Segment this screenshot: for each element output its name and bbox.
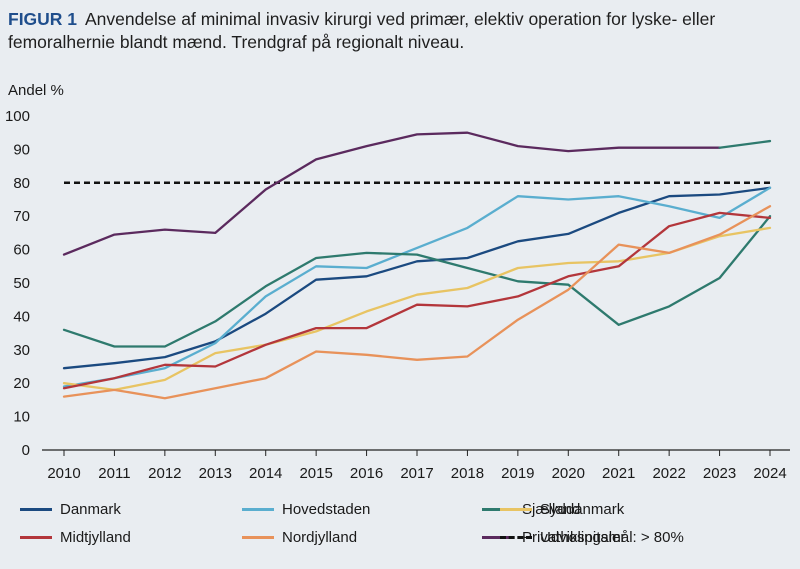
series-line-syddanmark [62,226,772,392]
figure-label: FIGUR 1 [8,9,78,29]
series-line-danmark [62,186,772,370]
legend-label: Nordjylland [282,528,358,546]
legend-label: Sjælland [522,500,581,518]
legend-item: Midtjylland [20,526,131,548]
legend-item: Sjælland [482,498,580,520]
x-tick-label: 2018 [451,465,484,482]
legend-label: Udviklingsmål: > 80% [540,528,684,546]
legend-swatch [242,507,274,511]
legend-label: Privathospitaler [522,528,626,546]
y-tick-label: 60 [13,242,30,259]
legend-item: Hovedstaden [242,498,370,520]
x-tick-label: 2015 [299,465,332,482]
y-tick-label: 0 [22,442,30,459]
series-line-midtjylland [62,211,772,390]
legend-label: Danmark [60,500,121,518]
legend-swatch [482,535,514,539]
legend-item: Nordjylland [242,526,357,548]
line-chart: 0 10 20 30 40 50 60 70 80 90 100 2010 2011 2012 2013 20… [5,108,790,482]
series-line-privathospitaler [62,131,721,256]
y-tick-label: 20 [13,375,30,392]
figure-title: FIGUR 1 Anvendelse af minimal invasiv ki… [8,8,788,54]
y-tick-label: 80 [13,175,30,192]
x-tick-label: 2014 [249,465,282,482]
legend-label: Syddanmark [540,500,625,518]
legend-item: Udviklingsmål: > 80% [500,526,684,548]
legend-label: Midtjylland [60,528,131,546]
x-tick-label: 2023 [703,465,736,482]
x-tick-label: 2012 [148,465,181,482]
series-line-hovedstaden [62,186,772,388]
x-tick-label: 2024 [753,465,786,482]
legend-swatch [500,507,532,511]
legend-swatch [20,535,52,539]
y-tick-label: 40 [13,308,30,325]
y-tick-label: 100 [5,108,30,125]
chart-legend: Danmark Hovedstaden Sjælland Syddanmark Midt… [20,498,790,558]
y-axis-label: Andel % [8,82,64,99]
legend-label: Hovedstaden [282,500,371,518]
y-tick-label: 90 [13,141,30,158]
x-tick-label: 2020 [552,465,585,482]
legend-item: Privathospitaler [482,526,625,548]
x-tick-label: 2019 [501,465,534,482]
legend-swatch [500,535,532,539]
y-tick-label: 10 [13,409,30,426]
y-tick-label: 30 [13,342,30,359]
legend-swatch [242,535,274,539]
x-tick-label: 2016 [350,465,383,482]
legend-item: Syddanmark [500,498,624,520]
y-tick-label: 50 [13,275,30,292]
y-tick-label: 70 [13,208,30,225]
x-tick-label: 2022 [652,465,685,482]
series-line-sjælland [62,215,772,348]
legend-swatch [20,507,52,511]
series-line-tail-segment [718,139,772,149]
legend-item: Danmark [20,498,121,520]
series-line-nordjylland [62,205,772,400]
x-tick-label: 2013 [199,465,232,482]
legend-swatch [482,507,514,511]
x-tick-label: 2017 [400,465,433,482]
x-tick-label: 2011 [98,465,130,482]
x-tick-label: 2010 [47,465,80,482]
figure-title-text: Anvendelse af minimal invasiv kirurgi ve… [8,9,716,52]
x-tick-label: 2021 [602,465,635,482]
